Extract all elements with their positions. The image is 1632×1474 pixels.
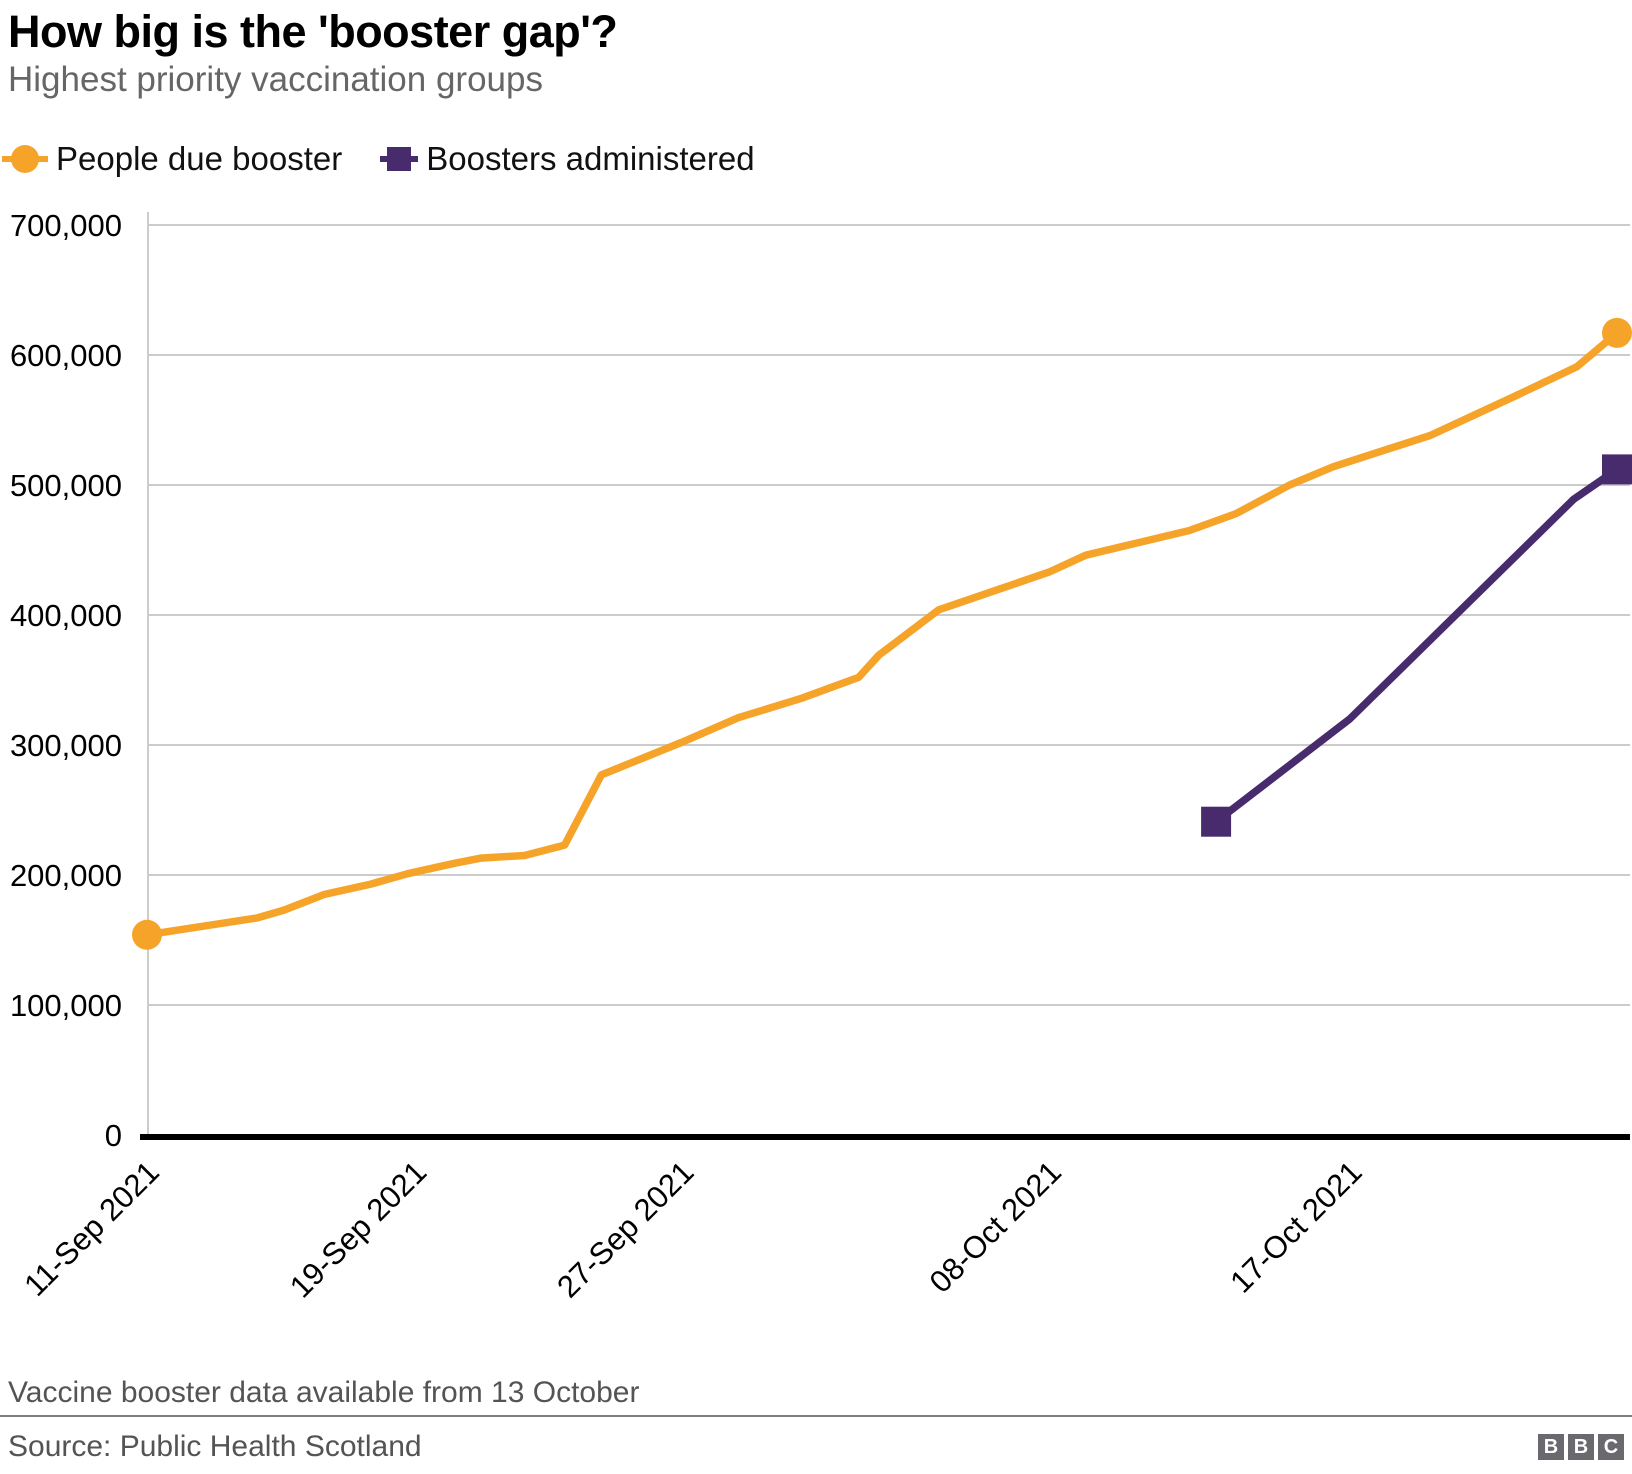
bbc-logo: B B C — [1538, 1434, 1624, 1460]
series-endpoint-circle-marker-people-due-booster — [132, 919, 162, 950]
legend-label-people-due-booster: People due booster — [56, 140, 343, 177]
legend: People due booster Boosters administered — [2, 140, 755, 178]
page-title: How big is the 'booster gap'? — [8, 6, 618, 57]
x-axis-tick-label: 17-Oct 2021 — [1223, 1154, 1368, 1299]
x-axis-tick-label: 27-Sep 2021 — [550, 1154, 700, 1304]
legend-item-boosters-administered: Boosters administered — [380, 140, 755, 178]
chart-svg: 0 100,000 200,000 300,000 400,000 500,000 600,… — [10, 208, 1632, 1304]
square-marker-icon — [387, 147, 412, 171]
series-endpoint-circle-marker-people-due-booster — [1602, 317, 1632, 348]
series-endpoint-square-marker-boosters-administered — [1602, 454, 1632, 485]
y-axis-tick-label: 400,000 — [10, 598, 122, 633]
circle-marker-icon — [11, 145, 39, 173]
legend-item-people-due-booster: People due booster — [2, 140, 342, 178]
y-axis-tick-label: 500,000 — [10, 468, 122, 503]
bbc-logo-letter: B — [1568, 1434, 1594, 1460]
source-credit: Source: Public Health Scotland — [8, 1430, 422, 1463]
y-axis-tick-label: 0 — [105, 1118, 122, 1153]
y-axis-tick-label: 700,000 — [10, 208, 122, 243]
chart-footnote: Vaccine booster data available from 13 O… — [8, 1376, 640, 1409]
series-line-boosters-administered — [1212, 465, 1621, 826]
legend-label-boosters-administered: Boosters administered — [426, 140, 755, 177]
x-axis-tick-label: 08-Oct 2021 — [923, 1154, 1068, 1299]
page-subtitle: Highest priority vaccination groups — [8, 60, 543, 99]
bbc-logo-letter: B — [1538, 1434, 1564, 1460]
series-endpoint-square-marker-boosters-administered — [1201, 806, 1232, 837]
legend-square-marker-icon — [380, 140, 419, 178]
series-line-people-due-booster — [143, 329, 1621, 939]
footer-divider — [0, 1415, 1632, 1417]
x-axis-tick-label: 19-Sep 2021 — [283, 1154, 433, 1304]
y-axis-tick-label: 200,000 — [10, 858, 122, 893]
x-axis-tick-label: 11-Sep 2021 — [17, 1154, 166, 1303]
legend-circle-marker-icon — [2, 140, 48, 178]
y-axis-tick-label: 300,000 — [10, 728, 122, 763]
y-axis-tick-label: 100,000 — [10, 988, 122, 1023]
bbc-logo-letter: C — [1598, 1434, 1624, 1460]
y-axis-tick-label: 600,000 — [10, 338, 122, 373]
